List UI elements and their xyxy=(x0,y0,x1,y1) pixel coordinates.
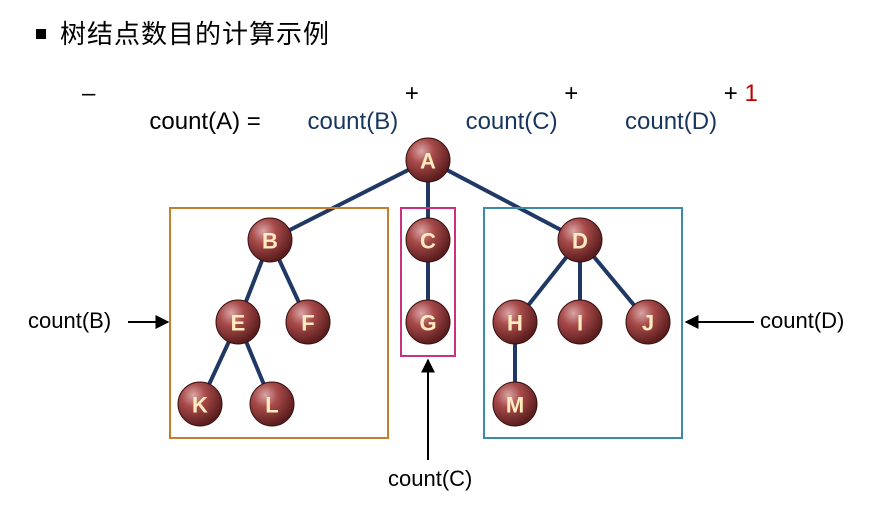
node-label-D: D xyxy=(572,229,588,254)
node-label-L: L xyxy=(265,393,278,418)
node-label-H: H xyxy=(507,311,523,336)
tree-diagram: A B C D E F G H I J K L M count(B) count(C) count(D) xyxy=(0,0,875,509)
node-label-F: F xyxy=(301,311,314,336)
node-label-B: B xyxy=(262,229,278,254)
edges xyxy=(200,160,648,404)
node-label-J: J xyxy=(642,311,654,336)
node-label-G: G xyxy=(419,311,436,336)
node-label-C: C xyxy=(420,229,436,254)
annotation-label-C: count(C) xyxy=(388,466,472,491)
node-label-E: E xyxy=(231,311,246,336)
node-label-K: K xyxy=(192,393,208,418)
node-label-A: A xyxy=(420,149,436,174)
node-label-M: M xyxy=(506,393,524,418)
annotation-label-D: count(D) xyxy=(760,308,844,333)
node-label-I: I xyxy=(577,311,583,336)
annotation-label-B: count(B) xyxy=(28,308,111,333)
